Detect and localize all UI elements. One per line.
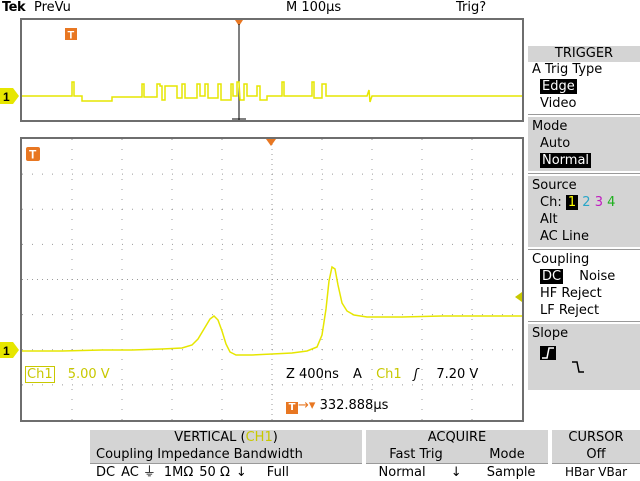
trigger-position-marker (266, 139, 276, 146)
cursor-value[interactable]: Off (586, 447, 606, 462)
acquisition-mode-label: PreVu (34, 0, 71, 15)
overview-trigger-icon (65, 28, 77, 40)
trig-type-edge-option[interactable]: Edge (540, 79, 577, 94)
impedance-1m-button[interactable]: 1MΩ (163, 465, 194, 480)
coupling-dc-option[interactable]: DC (540, 269, 564, 284)
main-ch1-marker: 1 (0, 342, 19, 358)
trig-mode-normal-option[interactable]: Normal (540, 153, 592, 168)
bandwidth-down-arrow-icon[interactable]: ↓ (235, 465, 247, 480)
fast-trig-value[interactable]: Normal (378, 465, 426, 480)
source-ch3-option[interactable]: 3 (594, 195, 603, 210)
acquire-down-arrow-icon[interactable]: ↓ (450, 465, 462, 480)
svg-text:T: T (68, 30, 75, 42)
ground-icon[interactable]: ⏚ (142, 465, 156, 480)
overview-waveform: T (20, 18, 524, 122)
source-ch4-option[interactable]: 4 (607, 195, 616, 210)
vertical-menu: VERTICAL (CH1) Coupling Impedance Bandwi… (90, 430, 362, 481)
trig-mode-label: Mode (532, 119, 568, 134)
svg-text:T: T (29, 148, 37, 162)
vertical-bandwidth-label: Bandwidth (233, 447, 303, 462)
vertical-coupling-label: Coupling (96, 447, 154, 462)
source-acline-option[interactable]: AC Line (540, 229, 589, 244)
acquire-menu: ACQUIRE Fast Trig Mode Normal ↓ Sample (366, 430, 548, 481)
impedance-50-button[interactable]: 50 Ω (199, 465, 230, 480)
source-ch2-option[interactable]: 2 (582, 195, 591, 210)
cursor-options[interactable]: HBar VBar (552, 463, 640, 481)
brand-logo: Tek (2, 0, 26, 15)
trigger-side-menu: TRIGGER A Trig Type Edge Video Mode Auto… (528, 46, 640, 430)
svg-text:1: 1 (3, 344, 10, 358)
trig-slope-label: Slope (532, 326, 569, 341)
overview-trigger-position-marker (235, 20, 243, 26)
cursor-menu: CURSOR Off HBar VBar (552, 430, 640, 481)
ch1-scale-readout: Ch1 5.00 V (25, 366, 110, 383)
timebase-trigger-readout: Z 400ns A Ch1 ʃ 7.20 V (286, 367, 479, 382)
fast-trig-label: Fast Trig (389, 447, 443, 462)
coupling-lfreject-option[interactable]: LF Reject (540, 303, 600, 318)
acquire-menu-title: ACQUIRE (427, 430, 487, 445)
ch1-trace (22, 265, 522, 356)
trig-type-section[interactable]: A Trig Type Edge Video (528, 62, 640, 112)
vertical-impedance-label: Impedance (157, 447, 230, 462)
timebase-readout: M 100µs (286, 0, 342, 15)
coupling-ac-button[interactable]: AC (121, 465, 139, 480)
source-ch1-option[interactable]: 1 (565, 195, 579, 210)
trig-slope-section[interactable]: Slope (528, 324, 640, 390)
trig-mode-auto-option[interactable]: Auto (540, 136, 571, 151)
acquire-mode-label: Mode (489, 447, 525, 462)
coupling-dc-button[interactable]: DC (96, 465, 116, 480)
trigger-menu-title: TRIGGER (528, 46, 640, 62)
trig-type-label: A Trig Type (532, 62, 603, 77)
overview-trace (22, 81, 522, 103)
coupling-noise-option[interactable]: Noise (579, 269, 616, 284)
vertical-menu-title: VERTICAL (CH1) (174, 430, 278, 445)
trig-coupling-section[interactable]: Coupling DC Noise HF Reject LF Reject (528, 252, 640, 319)
coupling-hfreject-option[interactable]: HF Reject (540, 286, 602, 301)
overview-ch1-marker: 1 (0, 88, 19, 104)
source-ch-label: Ch: (540, 195, 562, 210)
trigger-status: Trig? (456, 0, 487, 15)
main-waveform-display: T (20, 137, 524, 422)
trig-type-video-option[interactable]: Video (540, 96, 577, 111)
trig-mode-section[interactable]: Mode Auto Normal (528, 117, 640, 171)
graticule (22, 139, 522, 420)
acquire-mode-value[interactable]: Sample (486, 465, 536, 480)
cursor-menu-title: CURSOR (568, 430, 624, 445)
trig-source-label: Source (532, 178, 577, 193)
trigger-level-marker (515, 292, 522, 302)
source-alt-option[interactable]: Alt (540, 212, 558, 227)
svg-text:1: 1 (3, 90, 10, 104)
trig-source-section[interactable]: Source Ch: 1 2 3 4 Alt AC Line (528, 176, 640, 247)
trigger-icon (26, 147, 40, 161)
bandwidth-value[interactable]: Full (266, 465, 290, 480)
trig-coupling-label: Coupling (532, 252, 590, 267)
slope-rising-icon[interactable] (540, 346, 556, 360)
slope-falling-icon[interactable] (570, 360, 586, 374)
trigger-position-readout: T →▾ 332.888µs (286, 398, 388, 414)
